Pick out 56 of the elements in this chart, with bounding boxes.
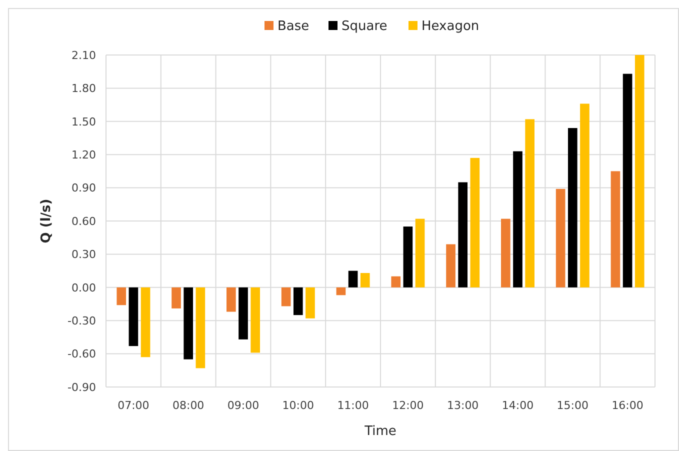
bar	[458, 182, 468, 288]
x-tick-label: 10:00	[282, 399, 314, 412]
bar	[336, 287, 346, 296]
bar	[360, 273, 370, 288]
bar	[415, 218, 425, 288]
x-tick-label: 12:00	[392, 399, 424, 412]
y-tick-label: 2.10	[72, 48, 96, 62]
bar	[403, 226, 413, 288]
bar	[196, 287, 206, 368]
y-tick-label: -0.90	[68, 380, 96, 394]
x-tick-label: 15:00	[556, 399, 588, 412]
x-tick-label: 07:00	[118, 399, 150, 412]
x-tick-label: 09:00	[227, 399, 260, 412]
bar	[293, 287, 303, 316]
y-axis-title: Q (l/s)	[39, 198, 54, 244]
y-tick-label: 0.60	[72, 214, 96, 228]
y-tick-label: 1.80	[72, 82, 96, 96]
bar	[501, 218, 510, 288]
x-tick-label: 08:00	[172, 399, 204, 412]
y-tick-label: -0.30	[68, 314, 96, 328]
y-tick-label: 1.50	[72, 115, 96, 128]
bar	[184, 287, 194, 360]
bar	[446, 244, 456, 288]
bar	[525, 119, 534, 288]
legend-label: Square	[342, 19, 388, 34]
bar	[634, 55, 644, 288]
x-axis-title: Time	[364, 424, 396, 439]
y-tick-label: 0.00	[72, 281, 96, 294]
bar	[238, 287, 248, 340]
legend-label: Hexagon	[422, 19, 480, 34]
x-tick-label: 11:00	[337, 399, 369, 412]
bar	[348, 270, 358, 288]
bar	[128, 287, 138, 346]
y-tick-label: 0.30	[72, 248, 96, 262]
bar	[568, 128, 578, 288]
bar	[470, 158, 480, 288]
bar	[306, 287, 315, 318]
bar	[116, 287, 126, 306]
bar	[580, 104, 590, 288]
bar	[281, 287, 291, 306]
bar	[556, 188, 566, 288]
bar	[250, 287, 260, 353]
bar	[140, 287, 150, 358]
bar	[391, 276, 401, 288]
y-tick-label: 1.20	[72, 148, 96, 162]
y-tick-label: 0.90	[72, 182, 96, 195]
bar	[172, 287, 181, 308]
bar	[226, 287, 236, 312]
x-tick-label: 16:00	[612, 399, 644, 412]
legend-label: Base	[278, 19, 310, 34]
x-tick-label: 13:00	[447, 399, 479, 412]
x-tick-label: 14:00	[502, 399, 534, 412]
bar	[622, 74, 632, 288]
y-tick-label: -0.60	[68, 348, 96, 361]
bar	[513, 151, 522, 288]
bar	[610, 171, 620, 288]
